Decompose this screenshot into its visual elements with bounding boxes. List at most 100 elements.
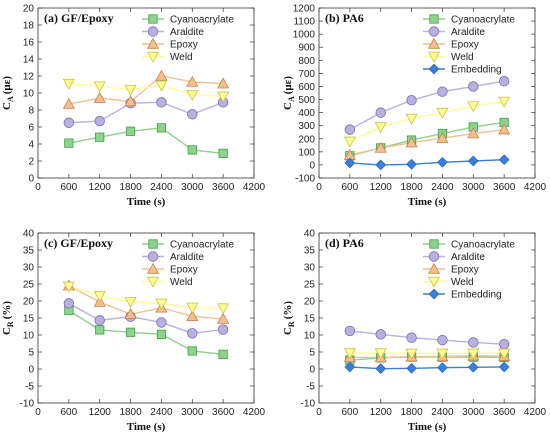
data-point-weld [467, 101, 480, 113]
legend-marker-epoxy [427, 262, 441, 274]
x-tick-label: 2400 [150, 182, 173, 193]
legend-label: Weld [170, 277, 193, 288]
panel-title: (a) GF/Epoxy [44, 11, 114, 25]
x-tick-label: 3000 [462, 407, 485, 418]
y-tick-label: 700 [298, 69, 315, 80]
legend-label: Embedding [451, 290, 502, 301]
x-tick-label: 1200 [89, 407, 112, 418]
data-point-weld [498, 348, 511, 360]
data-point-araldite [468, 81, 479, 92]
data-point-weld [186, 302, 199, 314]
y-axis-title-unit: (με) [1, 76, 13, 95]
y-axis-title-unit: (%) [282, 301, 294, 320]
x-tick-label: 2400 [431, 407, 454, 418]
x-tick-label: 3600 [212, 407, 235, 418]
plot-frame [318, 7, 536, 179]
legend-marker-weld [427, 51, 441, 63]
legend-marker-weld [146, 51, 160, 63]
series-line-weld [68, 285, 224, 309]
x-tick-label: 1200 [370, 182, 393, 193]
legend-marker-cyanoacrylate [148, 14, 158, 24]
data-point-araldite [344, 325, 356, 337]
y-tick-label: 0 [309, 160, 315, 171]
legend-label: Weld [451, 52, 474, 63]
data-point-epoxy [93, 91, 106, 103]
x-tick-label: 4200 [524, 407, 547, 418]
series-line-araldite [349, 330, 505, 345]
data-point-embedding [344, 361, 356, 373]
legend-marker-embedding [428, 63, 440, 75]
data-point-araldite [217, 324, 229, 335]
data-point-cyanoacrylate [218, 349, 228, 359]
legend-label: Epoxy [451, 265, 479, 276]
y-tick-label: -10 [301, 399, 316, 410]
data-point-epoxy [62, 97, 75, 109]
x-axis-title: Time (s) [127, 421, 166, 433]
legend-marker-embedding [428, 288, 440, 300]
y-tick-label: -5 [25, 382, 34, 393]
data-point-weld [124, 296, 137, 308]
x-tick-label: 0 [35, 407, 41, 418]
data-point-weld [62, 78, 75, 90]
y-axis-title-unit: (με) [282, 76, 294, 95]
legend-label: Araldite [451, 27, 485, 38]
series-line-cyanoacrylate [68, 127, 224, 155]
data-point-araldite [344, 124, 356, 135]
x-tick-label: 0 [316, 407, 322, 418]
data-point-epoxy [467, 127, 480, 139]
y-tick-label: 20 [23, 4, 35, 15]
y-axis-title-main: C [282, 327, 294, 335]
y-tick-label: 15 [304, 314, 316, 325]
y-tick-label: 25 [304, 280, 316, 291]
data-point-embedding [406, 158, 417, 170]
y-axis-title-main: C [1, 327, 13, 335]
y-tick-label: 0 [28, 174, 34, 185]
series-line-epoxy [68, 285, 224, 320]
data-point-embedding [344, 157, 356, 169]
data-point-araldite [437, 334, 448, 346]
legend-marker-weld [427, 276, 441, 288]
y-axis-title: CR(%) [1, 301, 15, 335]
data-point-embedding [437, 156, 448, 168]
legend-label: Epoxy [451, 40, 479, 51]
legend-label: Weld [451, 277, 474, 288]
y-tick-label: 6 [28, 123, 34, 134]
panel-title: (d) PA6 [325, 236, 364, 250]
y-tick-label: 5 [309, 348, 315, 359]
data-point-cyanoacrylate [125, 126, 136, 136]
y-tick-label: 30 [304, 263, 316, 274]
x-tick-label: 1800 [400, 182, 423, 193]
y-tick-label: 40 [304, 229, 316, 240]
data-point-cyanoacrylate [156, 123, 167, 133]
y-tick-label: 35 [23, 246, 35, 257]
series-line-embedding [349, 366, 505, 370]
y-tick-label: 4 [28, 140, 34, 151]
y-tick-label: -5 [306, 382, 315, 393]
y-tick-label: 35 [304, 246, 316, 257]
data-point-epoxy [186, 75, 199, 87]
y-tick-label: 20 [23, 297, 35, 308]
legend-label: Cyanoacrylate [451, 240, 515, 251]
data-point-weld [405, 113, 418, 125]
series-line-weld [68, 82, 224, 98]
y-tick-label: 40 [23, 229, 35, 240]
legend-marker-araldite [147, 251, 159, 262]
data-point-weld [217, 303, 230, 315]
data-point-weld [155, 80, 168, 92]
data-point-araldite [498, 76, 510, 87]
data-point-araldite [187, 328, 198, 339]
data-point-embedding [467, 155, 479, 167]
data-point-epoxy [155, 69, 168, 81]
data-point-araldite [437, 86, 448, 97]
y-axis-title-subscript: A [287, 96, 296, 102]
y-tick-label: 600 [298, 82, 315, 93]
x-tick-label: 3000 [462, 182, 485, 193]
data-point-araldite [63, 117, 75, 128]
x-tick-label: 600 [342, 182, 359, 193]
y-tick-label: 1000 [293, 30, 316, 41]
legend-label: Epoxy [170, 40, 198, 51]
x-tick-label: 4200 [243, 407, 266, 418]
data-point-weld [405, 348, 418, 360]
data-point-epoxy [374, 141, 387, 153]
y-tick-label: 14 [23, 55, 35, 66]
